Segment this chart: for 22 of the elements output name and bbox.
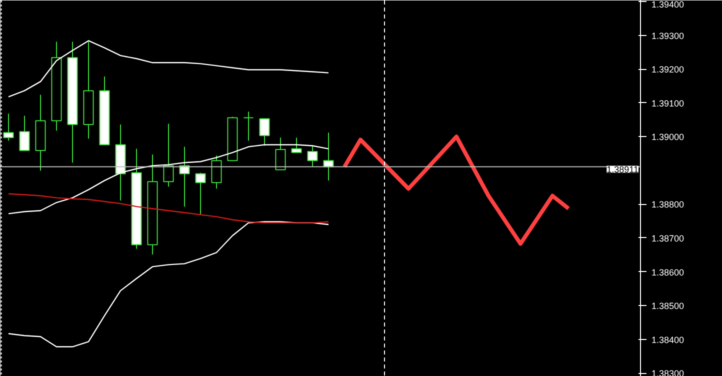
ref-line-label: 1.38911 bbox=[606, 164, 639, 175]
y-tick-label: 1.39100 bbox=[652, 98, 684, 108]
y-tick-label: 1.38500 bbox=[652, 301, 684, 312]
line-series bbox=[342, 134, 570, 246]
candlestick bbox=[211, 155, 222, 190]
candlestick bbox=[195, 172, 206, 216]
y-tick-label: 1.38700 bbox=[652, 233, 684, 244]
line-series bbox=[8, 40, 330, 98]
y-tick-label: 1.38400 bbox=[652, 334, 684, 345]
y-tick-label: 1.38600 bbox=[652, 267, 684, 278]
candlestick bbox=[275, 137, 286, 170]
y-tick-label: 1.38800 bbox=[652, 200, 684, 210]
candlestick bbox=[243, 111, 254, 142]
y-tick-label: 1.39400 bbox=[652, 0, 684, 10]
candlestick bbox=[163, 123, 174, 188]
candlestick bbox=[19, 115, 30, 151]
line-series bbox=[8, 221, 330, 348]
line-series bbox=[8, 193, 330, 224]
y-tick-label: 1.39000 bbox=[652, 132, 684, 142]
line-series bbox=[8, 144, 330, 214]
y-tick-label: 1.39200 bbox=[652, 64, 684, 75]
y-tick-label: 1.39300 bbox=[652, 30, 684, 41]
